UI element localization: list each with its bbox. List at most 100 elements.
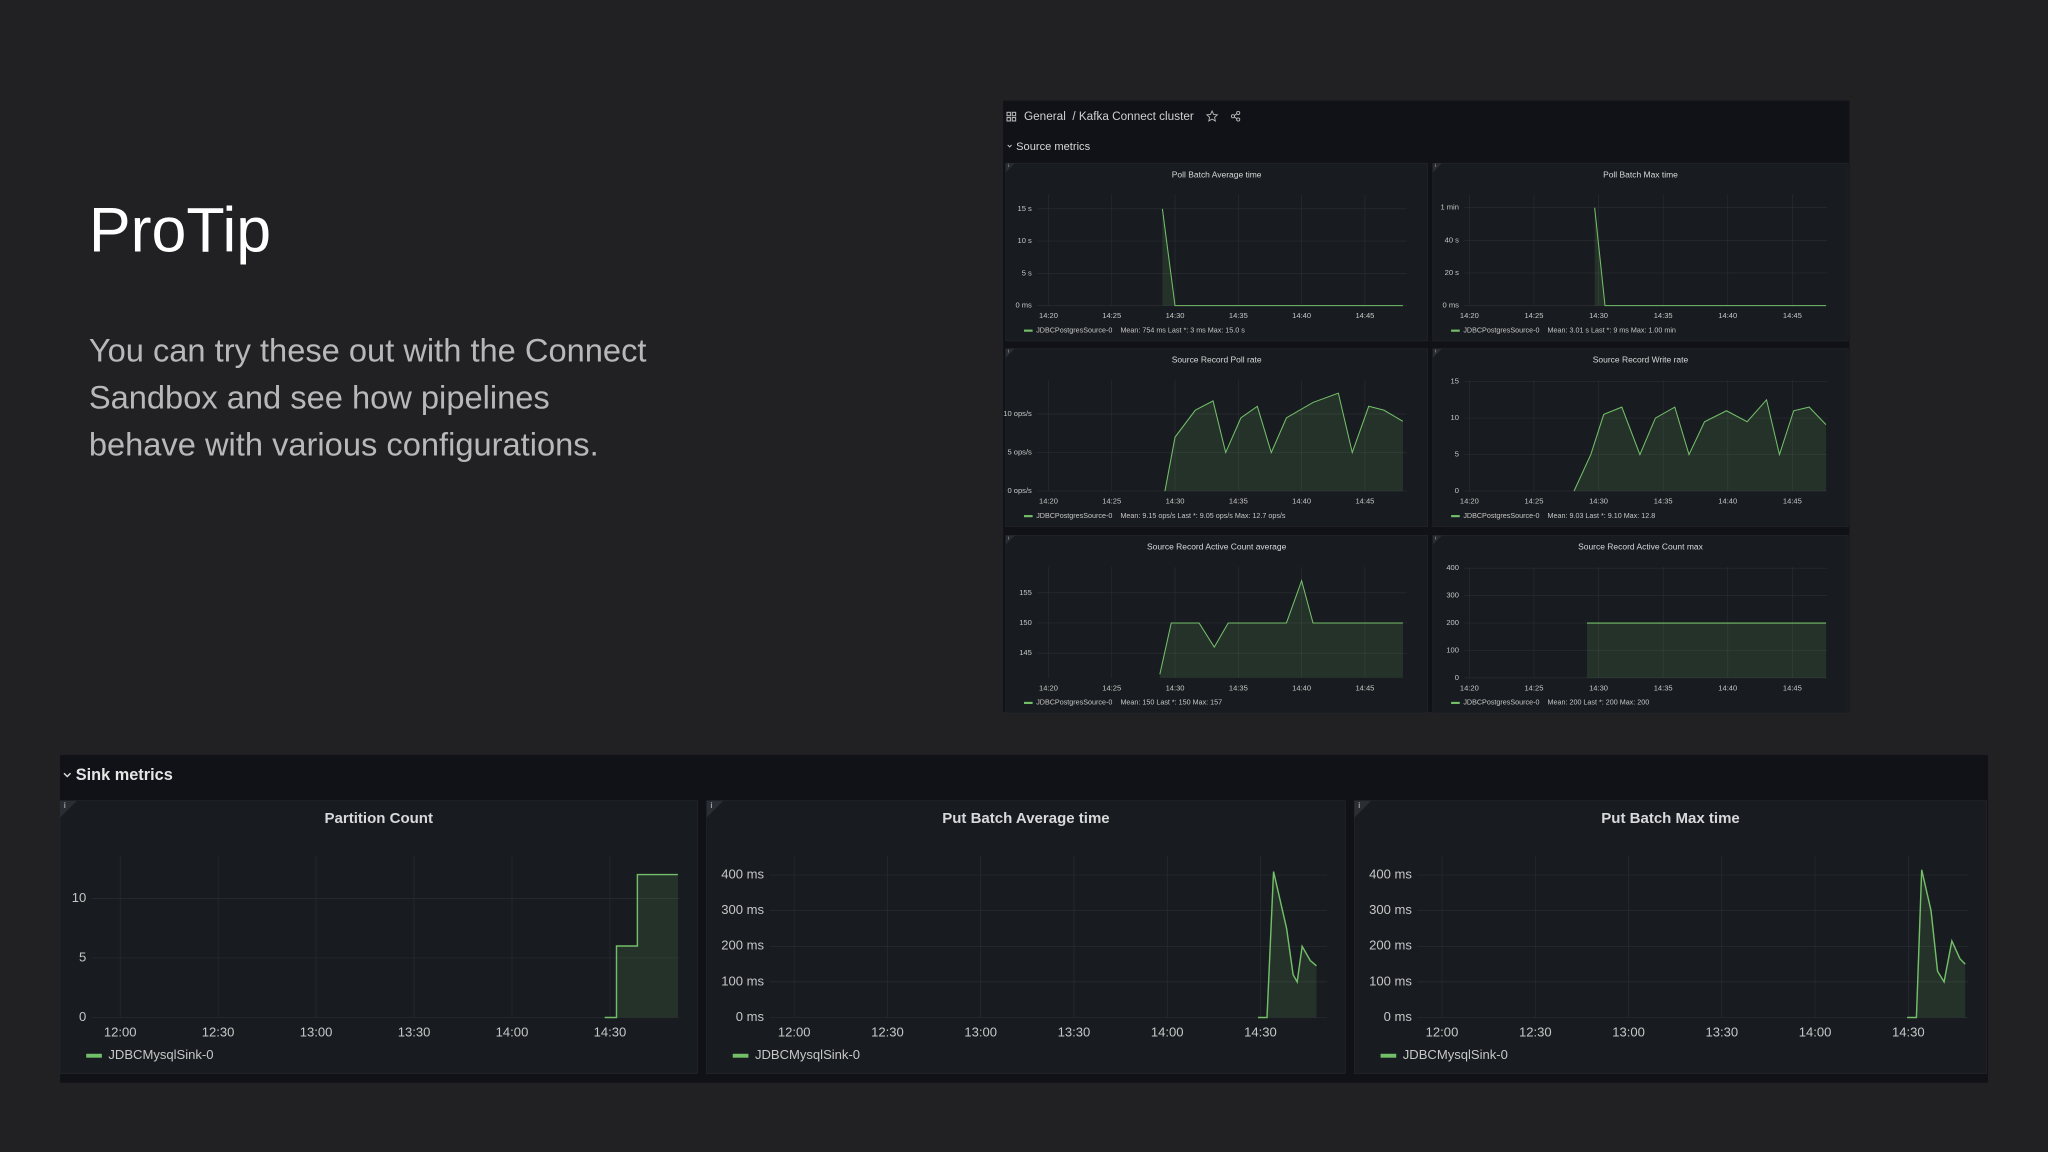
panels: i Poll Batch Average time 0 ms 5 s 10 s 15 s 1… bbox=[59, 162, 1988, 1075]
legend-label: JDBCPostgresSource-0 bbox=[1036, 326, 1112, 334]
info-corner bbox=[706, 800, 724, 818]
y-tick-label: 20 s bbox=[1445, 268, 1460, 277]
series-line bbox=[1161, 208, 1403, 307]
y-tick-label: 0 ms bbox=[1384, 1009, 1413, 1024]
y-tick-label: 300 ms bbox=[1369, 902, 1412, 917]
y-tick-label: 15 bbox=[1451, 377, 1459, 386]
info-icon: i bbox=[64, 800, 66, 810]
y-tick-label: 0 bbox=[1455, 673, 1459, 682]
x-tick-label: 13:00 bbox=[1612, 1025, 1645, 1040]
x-tick-label: 14:25 bbox=[1524, 311, 1543, 320]
y-tick-label: 5 ops/s bbox=[1007, 448, 1032, 457]
x-tick-label: 14:40 bbox=[1718, 497, 1737, 506]
x-tick-label: 14:35 bbox=[1654, 683, 1673, 692]
panel-title: Source Record Poll rate bbox=[1172, 355, 1262, 365]
y-tick-label: 0 bbox=[79, 1009, 86, 1024]
section-title[interactable]: Source metrics bbox=[1016, 141, 1090, 153]
y-tick-label: 145 bbox=[1019, 648, 1032, 657]
x-tick-label: 12:00 bbox=[1426, 1025, 1459, 1040]
x-tick-label: 14:30 bbox=[1589, 683, 1608, 692]
dashboard-title: / Kafka Connect cluster bbox=[1072, 110, 1194, 123]
y-tick-label: 300 bbox=[1446, 591, 1459, 600]
panel-title: Put Batch Max time bbox=[1601, 810, 1740, 827]
x-tick-label: 14:20 bbox=[1460, 683, 1479, 692]
x-tick-label: 14:35 bbox=[1229, 311, 1248, 320]
x-tick-label: 14:20 bbox=[1460, 311, 1479, 320]
panel bbox=[1354, 800, 1988, 1075]
legend-stats: Mean: 3.01 s Last *: 9 ms Max: 1.00 min bbox=[1548, 326, 1676, 334]
share-icon[interactable] bbox=[1230, 110, 1241, 122]
y-tick-label: 15 s bbox=[1018, 204, 1033, 213]
y-tick-label: 10 s bbox=[1018, 236, 1033, 245]
series-area bbox=[1907, 869, 1966, 1018]
breadcrumb[interactable]: General bbox=[1024, 110, 1066, 123]
legend-swatch bbox=[86, 1053, 102, 1058]
legend-stats: Mean: 200 Last *: 200 Max: 200 bbox=[1548, 699, 1650, 707]
x-tick-label: 14:20 bbox=[1039, 311, 1058, 320]
x-tick-label: 14:30 bbox=[1589, 311, 1608, 320]
series-area bbox=[604, 874, 678, 1018]
y-tick-label: 0 ms bbox=[736, 1009, 765, 1024]
x-tick-label: 14:30 bbox=[1892, 1025, 1925, 1040]
panel bbox=[1005, 162, 1428, 342]
y-tick-label: 200 bbox=[1446, 618, 1459, 627]
legend-stats: Mean: 754 ms Last *: 3 ms Max: 15.0 s bbox=[1120, 326, 1245, 334]
panel bbox=[1432, 162, 1849, 342]
y-tick-label: 10 bbox=[1451, 413, 1459, 422]
y-tick-label: 150 bbox=[1019, 618, 1032, 627]
info-corner bbox=[1354, 800, 1372, 818]
x-tick-label: 14:45 bbox=[1783, 311, 1802, 320]
series-line bbox=[1159, 578, 1403, 675]
legend-swatch bbox=[1024, 701, 1033, 704]
collapse-chevron[interactable] bbox=[63, 772, 72, 778]
legend-label: JDBCPostgresSource-0 bbox=[1463, 326, 1539, 334]
panel-title: Poll Batch Max time bbox=[1603, 169, 1678, 179]
x-tick-label: 14:35 bbox=[1229, 497, 1248, 506]
series-area bbox=[1586, 623, 1826, 678]
x-tick-label: 14:35 bbox=[1654, 311, 1673, 320]
x-tick-label: 12:00 bbox=[104, 1025, 137, 1040]
x-tick-label: 14:30 bbox=[1244, 1025, 1277, 1040]
x-tick-label: 14:30 bbox=[1166, 683, 1185, 692]
y-tick-label: 400 bbox=[1446, 563, 1459, 572]
y-tick-label: 1 min bbox=[1440, 203, 1459, 212]
legend-swatch bbox=[1451, 701, 1460, 704]
x-tick-label: 14:35 bbox=[1229, 683, 1248, 692]
x-tick-label: 14:25 bbox=[1102, 311, 1121, 320]
x-tick-label: 14:00 bbox=[1799, 1025, 1832, 1040]
x-tick-label: 12:00 bbox=[778, 1025, 811, 1040]
y-tick-label: 40 s bbox=[1445, 235, 1460, 244]
slide-text: You can try these out with the Connect bbox=[89, 331, 647, 368]
x-tick-label: 13:30 bbox=[1705, 1025, 1738, 1040]
legend-stats: Mean: 9.03 Last *: 9.10 Max: 12.8 bbox=[1548, 512, 1656, 520]
y-tick-label: 200 ms bbox=[721, 938, 764, 953]
legend-label: JDBCMysqlSink-0 bbox=[1403, 1047, 1508, 1062]
x-tick-label: 14:00 bbox=[1151, 1025, 1184, 1040]
legend-swatch bbox=[1024, 515, 1033, 518]
panel-title: Source Record Active Count max bbox=[1578, 541, 1704, 551]
section-title[interactable]: Sink metrics bbox=[76, 766, 173, 784]
y-tick-label: 100 ms bbox=[1369, 973, 1412, 988]
x-tick-label: 14:40 bbox=[1718, 311, 1737, 320]
panel bbox=[1432, 535, 1849, 714]
x-tick-label: 14:35 bbox=[1654, 497, 1673, 506]
legend-stats: Mean: 9.15 ops/s Last *: 9.05 ops/s Max:… bbox=[1120, 512, 1285, 520]
x-tick-label: 14:20 bbox=[1039, 497, 1058, 506]
collapse-chevron[interactable] bbox=[1007, 144, 1012, 148]
x-tick-label: 12:30 bbox=[202, 1025, 235, 1040]
x-tick-label: 14:25 bbox=[1102, 683, 1121, 692]
y-tick-label: 0 ms bbox=[1015, 301, 1032, 310]
series-area bbox=[1573, 399, 1826, 492]
panel bbox=[706, 800, 1346, 1075]
y-tick-label: 300 ms bbox=[721, 902, 764, 917]
x-tick-label: 14:30 bbox=[1589, 497, 1608, 506]
panel-title: Poll Batch Average time bbox=[1172, 169, 1262, 179]
x-tick-label: 14:45 bbox=[1783, 683, 1802, 692]
x-tick-label: 13:30 bbox=[1058, 1025, 1091, 1040]
x-tick-label: 14:25 bbox=[1524, 683, 1543, 692]
panel bbox=[1005, 535, 1428, 714]
x-tick-label: 14:30 bbox=[1166, 497, 1185, 506]
x-tick-label: 14:45 bbox=[1783, 497, 1802, 506]
star-icon[interactable] bbox=[1205, 109, 1219, 122]
x-tick-label: 12:30 bbox=[1519, 1025, 1552, 1040]
